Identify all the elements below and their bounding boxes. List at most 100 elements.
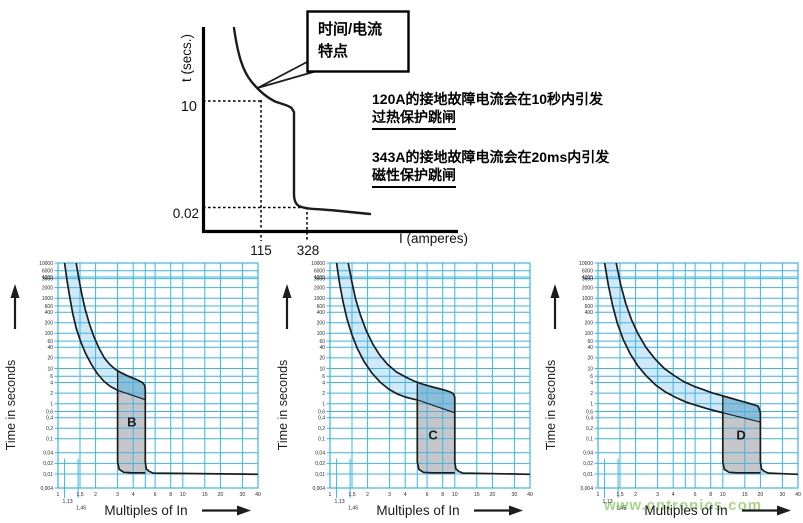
y-tick-label: 0,04 bbox=[315, 451, 325, 457]
y-tick-label: 4000 bbox=[314, 275, 325, 281]
y-tick-label: 600 bbox=[45, 304, 54, 310]
trip-curve bbox=[232, 26, 372, 216]
y-tick-label: 2 bbox=[50, 391, 53, 397]
y-tick-label: 0,2 bbox=[586, 426, 593, 432]
x-tick-label: 1,5 bbox=[76, 492, 83, 498]
y-tick-label: 10000 bbox=[311, 261, 325, 267]
y-tick-label: 10 bbox=[587, 366, 593, 372]
y-tick-label: 0,01 bbox=[43, 472, 53, 478]
y-tick-label: 2 bbox=[590, 391, 593, 397]
y-tick-label: 400 bbox=[317, 310, 326, 316]
y-tick-label: 0,02 bbox=[315, 461, 325, 467]
curve-letter: D bbox=[736, 427, 745, 442]
y-axis-title: Time in seconds bbox=[276, 360, 290, 451]
y-tick-label: 10000 bbox=[579, 261, 593, 267]
y-tick-label: 0,6 bbox=[586, 409, 593, 415]
callout-leader bbox=[257, 61, 316, 89]
x-tick-label: 10 bbox=[720, 492, 726, 498]
y-tick-label: 40 bbox=[587, 345, 593, 351]
y-tick-label: 0,004 bbox=[40, 486, 53, 492]
y-tick-label: 2000 bbox=[582, 285, 593, 291]
callout-line2: 特点 bbox=[318, 43, 349, 60]
y-tick-label: 2 bbox=[322, 391, 325, 397]
y-tick-002: 0.02 bbox=[173, 206, 199, 221]
y-axis-title: t (secs.) bbox=[179, 34, 194, 82]
x-tick-label: 8 bbox=[441, 492, 444, 498]
y-tick-label: 60 bbox=[587, 339, 593, 345]
time-current-schematic: t (secs.) 10 0.02 115 328 I (amperes) bbox=[173, 10, 468, 258]
trip-chart-B: B100006000400036002000100060040020010060… bbox=[4, 261, 261, 518]
x-tick-label: 15 bbox=[742, 492, 748, 498]
y-tick-label: 100 bbox=[317, 331, 326, 337]
y-tick-label: 20 bbox=[47, 356, 53, 362]
x-tick-label: 3 bbox=[656, 492, 659, 498]
x-tick-label: 4 bbox=[132, 492, 135, 498]
y-tick-label: 6000 bbox=[582, 269, 593, 275]
x-tick-label: 30 bbox=[512, 492, 518, 498]
x-tick-label: 6 bbox=[694, 492, 697, 498]
x-tick-label: 1,5 bbox=[616, 492, 623, 498]
y-tick-label: 0,6 bbox=[46, 409, 53, 415]
x-tick-label: 1,45 bbox=[76, 506, 86, 512]
x-tick-label: 10 bbox=[180, 492, 186, 498]
x-tick-label: 2 bbox=[634, 492, 637, 498]
y-tick-label: 10000 bbox=[39, 261, 53, 267]
y-tick-label: 4 bbox=[50, 380, 53, 386]
y-tick-label: 60 bbox=[47, 339, 53, 345]
note-thermal: 120A的接地故障电流会在10秒内引发 过热保护跳闸 bbox=[372, 90, 603, 130]
y-axis-title: Time in seconds bbox=[4, 360, 18, 451]
y-tick-label: 1 bbox=[590, 402, 593, 408]
y-tick-label: 2000 bbox=[314, 285, 325, 291]
y-tick-label: 2000 bbox=[42, 285, 53, 291]
y-tick-label: 4000 bbox=[42, 275, 53, 281]
x-tick-label: 1 bbox=[329, 492, 332, 498]
note-magnetic-line1: 343A的接地故障电流会在20ms内引发 bbox=[372, 149, 610, 165]
y-tick-label: 40 bbox=[319, 345, 325, 351]
y-tick-label: 20 bbox=[319, 356, 325, 362]
y-tick-label: 4 bbox=[590, 380, 593, 386]
y-tick-label: 0,1 bbox=[46, 437, 53, 443]
x-tick-label: 6 bbox=[426, 492, 429, 498]
tick-labels: 1000060004000360020001000600400200100604… bbox=[39, 261, 261, 512]
y-tick-label: 0,04 bbox=[583, 451, 593, 457]
x-tick-label: 20 bbox=[490, 492, 496, 498]
y-tick-label: 0,4 bbox=[46, 416, 53, 422]
y-tick-label: 400 bbox=[45, 310, 54, 316]
y-tick-label: 600 bbox=[585, 304, 594, 310]
y-tick-label: 200 bbox=[317, 321, 326, 327]
y-tick-label: 1000 bbox=[582, 296, 593, 302]
y-tick-label: 3600 bbox=[582, 276, 593, 282]
y-tick-label: 600 bbox=[317, 304, 326, 310]
y-tick-label: 0,2 bbox=[318, 426, 325, 432]
y-tick-label: 6 bbox=[322, 374, 325, 380]
x-tick-label: 1 bbox=[597, 492, 600, 498]
y-tick-label: 60 bbox=[319, 339, 325, 345]
y-tick-label: 0,01 bbox=[583, 472, 593, 478]
y-tick-label: 6 bbox=[50, 374, 53, 380]
note-magnetic: 343A的接地故障电流会在20ms内引发 磁性保护跳闸 bbox=[372, 148, 609, 188]
x-tick-label: 1,45 bbox=[616, 506, 626, 512]
y-tick-label: 0,04 bbox=[43, 451, 53, 457]
x-tick-label: 30 bbox=[240, 492, 246, 498]
callout-line1: 时间/电流 bbox=[318, 21, 383, 38]
callout-box bbox=[306, 10, 410, 73]
x-tick-label: 3 bbox=[116, 492, 119, 498]
x-tick-label: 8 bbox=[709, 492, 712, 498]
y-tick-label: 4000 bbox=[582, 275, 593, 281]
note-thermal-line2: 过热保护跳闸 bbox=[372, 108, 456, 130]
y-tick-label: 100 bbox=[585, 331, 594, 337]
x-tick-label: 4 bbox=[404, 492, 407, 498]
y-tick-label: 0,1 bbox=[318, 437, 325, 443]
curve-letter: B bbox=[127, 415, 136, 430]
x-tick-label: 2 bbox=[366, 492, 369, 498]
x-tick-label: 3 bbox=[388, 492, 391, 498]
x-axis-title: I (amperes) bbox=[399, 231, 468, 246]
y-tick-label: 0,004 bbox=[580, 486, 593, 492]
trip-curves bbox=[603, 262, 799, 476]
x-tick-label: 30 bbox=[780, 492, 786, 498]
axis-arrows bbox=[550, 284, 791, 516]
x-tick-label: 1 bbox=[57, 492, 60, 498]
y-tick-label: 10 bbox=[47, 366, 53, 372]
x-tick-label: 15 bbox=[474, 492, 480, 498]
